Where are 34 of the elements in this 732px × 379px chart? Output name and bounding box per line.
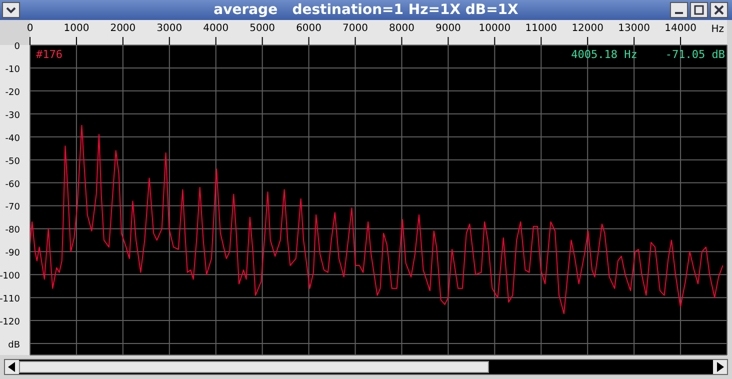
x-tick-label: 5000 xyxy=(250,23,276,34)
annotation: 4005.18 Hz xyxy=(571,48,638,61)
x-axis-title: Hz xyxy=(711,24,724,35)
x-tick-label: 11000 xyxy=(525,23,558,34)
y-tick-label: -100 xyxy=(0,272,20,282)
x-tick-label: 12000 xyxy=(572,23,604,34)
y-tick-label: -10 xyxy=(5,64,20,75)
x-tick-label: 10000 xyxy=(478,23,511,34)
y-tick-label: -80 xyxy=(5,226,20,236)
y-tick-label: -40 xyxy=(5,134,20,144)
x-tick-label: 3000 xyxy=(156,23,182,34)
x-tick-label: 4000 xyxy=(203,23,229,34)
x-tick-label: 7000 xyxy=(342,23,368,34)
y-tick-label: dB xyxy=(8,340,20,351)
x-tick-label: 2000 xyxy=(110,23,136,34)
x-tick-label: 6000 xyxy=(296,23,322,34)
annotation: -71.05 dB xyxy=(665,48,725,61)
x-tick-label: 14000 xyxy=(664,23,696,34)
chart-title: average destination=1 Hz=1X dB=1X xyxy=(214,2,518,18)
x-tick-label: 9000 xyxy=(435,23,461,34)
y-tick-label: -50 xyxy=(5,156,20,167)
x-tick-label: 1000 xyxy=(64,23,90,34)
x-tick-label: 0 xyxy=(26,23,34,34)
y-tick-label: -20 xyxy=(5,88,20,98)
y-tick-label: -30 xyxy=(5,110,20,121)
y-tick-label: -90 xyxy=(5,248,20,259)
x-tick-label: 8000 xyxy=(389,23,414,34)
y-tick-label: -120 xyxy=(0,318,20,328)
annotation: #176 xyxy=(36,48,62,61)
y-tick-label: -110 xyxy=(0,294,20,305)
y-tick-label: -70 xyxy=(5,202,20,213)
y-tick-label: 0 xyxy=(14,42,20,52)
x-tick-label: 13000 xyxy=(618,23,650,34)
y-tick-label: -60 xyxy=(5,180,20,190)
